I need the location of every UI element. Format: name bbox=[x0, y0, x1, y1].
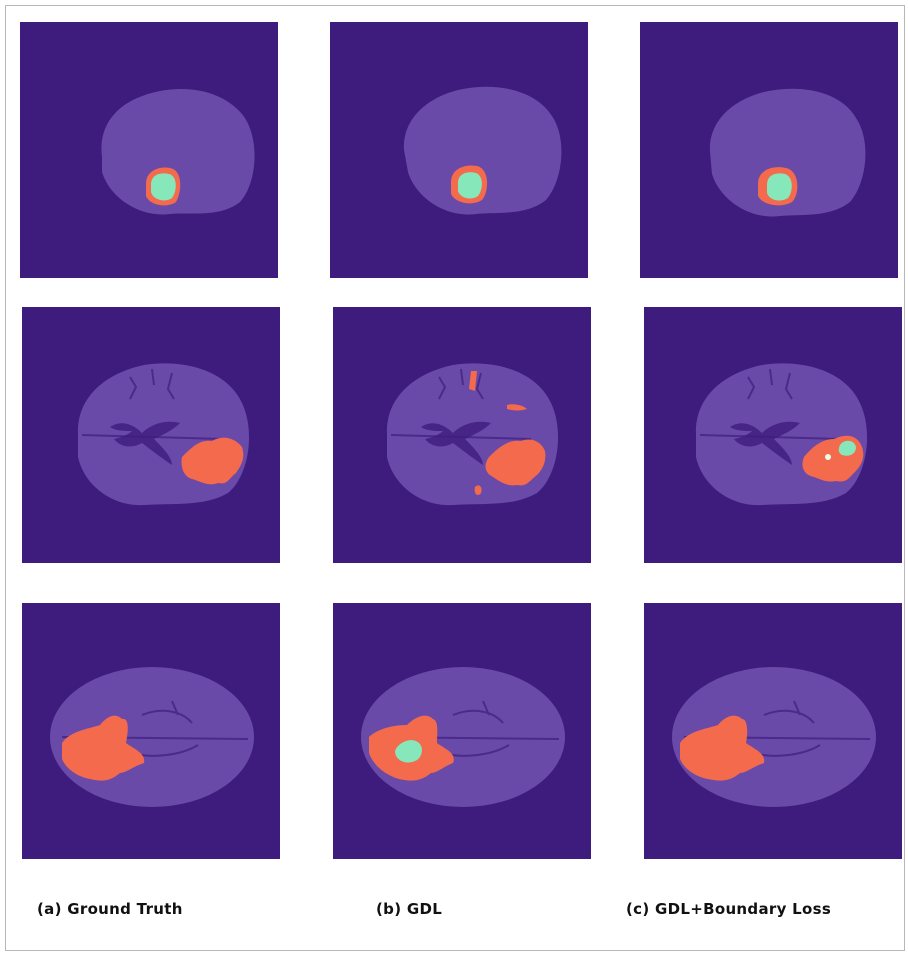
brain-slice bbox=[709, 88, 866, 217]
edema-region bbox=[62, 715, 145, 781]
scan-r1-ground-truth bbox=[20, 22, 278, 278]
scan-r2-gdl bbox=[333, 307, 591, 563]
brain-slice bbox=[101, 88, 255, 215]
sulci bbox=[390, 368, 532, 440]
scan-r2-ground-truth bbox=[22, 307, 280, 563]
sulci bbox=[372, 700, 560, 757]
edema-spot bbox=[474, 485, 482, 495]
caption-gdl-boundary-loss: (c) GDL+Boundary Loss bbox=[626, 900, 832, 918]
scan-r1-gdl bbox=[330, 22, 588, 278]
ventricle bbox=[110, 421, 180, 465]
edema-spot bbox=[507, 404, 527, 411]
caption-ground-truth: (a) Ground Truth bbox=[37, 900, 183, 918]
sulci bbox=[699, 368, 841, 440]
tumor-core-spot bbox=[825, 454, 831, 460]
sulci bbox=[683, 700, 871, 757]
sulci bbox=[81, 368, 223, 440]
edema-region bbox=[485, 439, 546, 486]
scan-r2-gdl-boundary bbox=[644, 307, 902, 563]
tumor-core bbox=[395, 740, 422, 763]
caption-gdl: (b) GDL bbox=[376, 900, 443, 918]
tumor-core bbox=[767, 173, 792, 201]
ventricle bbox=[421, 421, 491, 465]
edema-spot bbox=[469, 371, 477, 391]
scan-r1-gdl-boundary bbox=[640, 22, 898, 278]
scan-r3-gdl bbox=[333, 603, 591, 859]
tumor-core bbox=[151, 173, 176, 201]
scan-r3-ground-truth bbox=[22, 603, 280, 859]
ventricle bbox=[730, 421, 800, 465]
brain-slice bbox=[403, 86, 562, 215]
sulci bbox=[61, 700, 249, 757]
edema-region bbox=[181, 437, 244, 485]
tumor-core bbox=[838, 440, 856, 456]
tumor-core bbox=[458, 172, 482, 199]
scan-r3-gdl-boundary bbox=[644, 603, 902, 859]
edema-region bbox=[680, 715, 765, 781]
